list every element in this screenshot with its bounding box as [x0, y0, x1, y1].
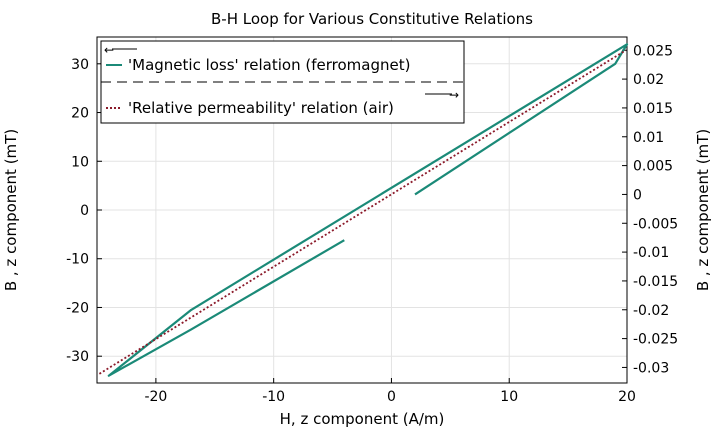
x-tick-label: 20 — [618, 389, 636, 405]
series-layer — [98, 43, 629, 377]
y-right-tick-label: 0.005 — [633, 159, 673, 175]
y-right-tick-label: 0.01 — [633, 130, 664, 146]
y-axis-right: -0.03 -0.025 -0.02 -0.015 -0.01 -0.005 0 0.005 0… — [622, 43, 678, 376]
legend-label-ferromagnet: 'Magnetic loss' relation (ferromagnet) — [128, 56, 410, 74]
y-left-tick-label: -30 — [66, 349, 89, 365]
y-left-tick-label: -20 — [66, 300, 89, 316]
y-axis-title-left: B , z component (mT) — [2, 129, 20, 291]
y-right-tick-label: -0.005 — [633, 216, 678, 232]
y-axis-left: -30 -20 -10 0 10 20 30 — [66, 57, 102, 365]
x-tick-label: -10 — [262, 389, 285, 405]
chart-title: B-H Loop for Various Constitutive Relati… — [211, 10, 533, 28]
legend: ← 'Magnetic loss' relation (ferromagnet)… — [100, 40, 465, 124]
y-right-tick-label: 0.015 — [633, 101, 673, 117]
y-right-tick-label: -0.025 — [633, 332, 678, 348]
x-tick-label: -20 — [144, 389, 167, 405]
x-tick-label: 10 — [500, 389, 518, 405]
legend-arrow-right-icon: → — [449, 88, 459, 102]
x-axis: -20 -10 0 10 20 — [144, 378, 636, 405]
y-left-tick-label: -10 — [66, 252, 89, 268]
y-left-tick-label: 0 — [80, 203, 89, 219]
x-axis-title: H, z component (A/m) — [280, 410, 445, 428]
y-right-tick-label: 0.025 — [633, 43, 673, 59]
x-tick-label: 0 — [387, 389, 396, 405]
y-left-tick-label: 30 — [71, 57, 89, 73]
y-right-tick-label: -0.01 — [633, 245, 669, 261]
y-right-tick-label: 0.02 — [633, 72, 664, 88]
series-line-0 — [107, 43, 629, 377]
y-left-tick-label: 20 — [71, 106, 89, 122]
legend-label-air: 'Relative permeability' relation (air) — [128, 99, 394, 117]
y-axis-title-right: B , z component (mT) — [694, 129, 712, 291]
legend-arrow-left-icon: ← — [104, 43, 114, 57]
y-left-tick-label: 10 — [71, 154, 89, 170]
y-right-tick-label: -0.03 — [633, 360, 669, 376]
y-right-tick-label: -0.02 — [633, 303, 669, 319]
y-right-tick-label: -0.015 — [633, 274, 678, 290]
y-right-tick-label: 0 — [633, 187, 642, 203]
